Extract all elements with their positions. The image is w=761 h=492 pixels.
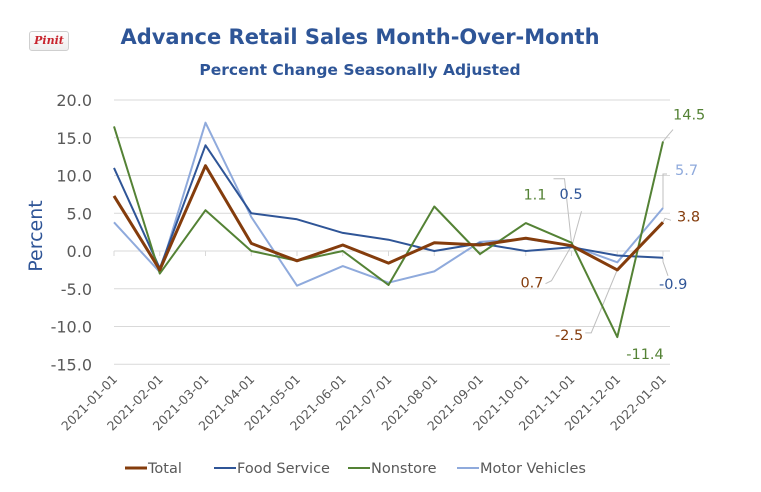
chart-title: Advance Retail Sales Month-Over-Month bbox=[120, 25, 599, 49]
data-label-leader-line bbox=[571, 211, 582, 248]
chart-subtitle: Percent Change Seasonally Adjusted bbox=[199, 61, 520, 79]
pin-it-label: Pinit bbox=[34, 34, 64, 47]
data-label: 5.7 bbox=[675, 163, 698, 179]
y-tick-label: 20.0 bbox=[56, 91, 92, 110]
y-tick-label: 0.0 bbox=[67, 242, 92, 261]
series-line-nonstore bbox=[113, 126, 664, 339]
y-axis-label: Percent bbox=[25, 200, 47, 272]
pinterest-pin-it-button[interactable]: Pinit bbox=[29, 31, 69, 51]
data-label: 0.5 bbox=[560, 187, 583, 203]
data-label-leader-line bbox=[662, 217, 672, 223]
data-label-leader-line bbox=[662, 173, 667, 208]
legend-label: Food Service bbox=[237, 461, 330, 477]
legend-label: Nonstore bbox=[371, 461, 437, 477]
data-label-leader-line bbox=[553, 178, 572, 243]
data-label: 14.5 bbox=[673, 108, 705, 124]
y-tick-label: 10.0 bbox=[56, 167, 92, 186]
data-label: -2.5 bbox=[555, 328, 583, 344]
data-label: -0.9 bbox=[659, 277, 687, 293]
data-label-leader-line bbox=[585, 269, 618, 334]
y-tick-label: 15.0 bbox=[56, 129, 92, 148]
y-tick-label: 5.0 bbox=[67, 204, 92, 223]
data-label-leader-line bbox=[545, 245, 572, 285]
data-label: 1.1 bbox=[523, 188, 546, 204]
data-label-leader-line bbox=[662, 129, 674, 142]
data-label: -11.4 bbox=[626, 347, 664, 363]
data-label: 0.7 bbox=[520, 276, 543, 292]
data-label-leader-line bbox=[662, 257, 669, 276]
y-tick-label: -5.0 bbox=[61, 280, 92, 299]
legend-label: Motor Vehicles bbox=[480, 461, 586, 477]
data-label: 3.8 bbox=[677, 209, 700, 225]
y-tick-label: -15.0 bbox=[51, 355, 92, 374]
series-line-total bbox=[112, 164, 665, 272]
legend-label: Total bbox=[147, 461, 182, 477]
y-tick-label: -10.0 bbox=[51, 318, 92, 337]
